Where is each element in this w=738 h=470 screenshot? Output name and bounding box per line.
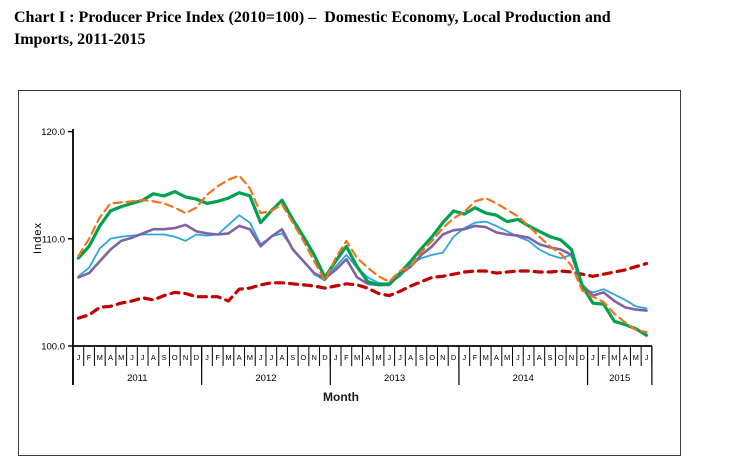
month-label: N xyxy=(183,353,188,362)
month-label: S xyxy=(548,353,553,362)
year-label: 2014 xyxy=(513,373,534,384)
month-label: F xyxy=(473,353,478,362)
month-label: N xyxy=(311,353,316,362)
month-label: J xyxy=(387,353,391,362)
y-axis-title: Index xyxy=(32,222,44,254)
month-label: J xyxy=(334,353,338,362)
month-label: O xyxy=(429,353,435,362)
month-label: M xyxy=(247,353,253,362)
month-label: J xyxy=(398,353,402,362)
month-label: M xyxy=(611,353,617,362)
month-label: F xyxy=(87,353,92,362)
month-label: J xyxy=(527,353,531,362)
month-label: J xyxy=(76,353,80,362)
month-label: J xyxy=(205,353,209,362)
month-label: M xyxy=(97,353,103,362)
month-label: A xyxy=(108,353,113,362)
month-label: N xyxy=(569,353,574,362)
x-axis-title: Month xyxy=(323,390,359,404)
month-label: M xyxy=(375,353,381,362)
month-label: D xyxy=(451,353,457,362)
month-label: J xyxy=(516,353,520,362)
month-label: M xyxy=(225,353,231,362)
month-label: O xyxy=(301,353,307,362)
month-label: S xyxy=(290,353,295,362)
month-label: M xyxy=(633,353,639,362)
month-label: D xyxy=(322,353,328,362)
month-label: J xyxy=(591,353,595,362)
y-tick-label: 100.0 xyxy=(41,342,65,353)
month-label: A xyxy=(151,353,156,362)
month-label: N xyxy=(440,353,445,362)
month-label: J xyxy=(269,353,273,362)
year-label: 2015 xyxy=(609,373,630,384)
month-label: D xyxy=(194,353,200,362)
month-label: A xyxy=(365,353,370,362)
month-label: S xyxy=(419,353,424,362)
y-tick-label: 110.0 xyxy=(42,234,65,245)
year-label: 2013 xyxy=(384,373,405,384)
month-label: J xyxy=(259,353,263,362)
month-label: F xyxy=(601,353,606,362)
y-tick-label: 120.0 xyxy=(41,127,65,138)
month-label: D xyxy=(579,353,585,362)
month-label: J xyxy=(130,353,134,362)
series-line-domestic-economy-seasonally-adjusted xyxy=(77,223,648,312)
month-label: A xyxy=(537,353,542,362)
month-label: A xyxy=(280,353,285,362)
series-line-local-production-seasonally-adjusted xyxy=(76,189,649,337)
month-label: F xyxy=(344,353,349,362)
month-label: A xyxy=(237,353,242,362)
chart-title-line1: Chart I : Producer Price Index (2010=100… xyxy=(14,9,611,26)
year-label: 2012 xyxy=(255,373,276,384)
chart-title: Chart I : Producer Price Index (2010=100… xyxy=(14,7,726,50)
chart-frame: 100.0 110.0 120.0 Index J F M A M J J A S O N D J F M A M J J A… xyxy=(18,90,681,456)
year-label: 2011 xyxy=(127,373,147,384)
month-label: S xyxy=(162,353,167,362)
month-label: O xyxy=(172,353,178,362)
month-label: M xyxy=(118,353,124,362)
chart-title-line2: Imports, 2011-2015 xyxy=(14,30,146,48)
series-line-local-production xyxy=(77,174,648,334)
month-label: A xyxy=(494,353,499,362)
month-label: F xyxy=(215,353,220,362)
month-label: J xyxy=(645,353,649,362)
month-label: A xyxy=(408,353,413,362)
month-label: M xyxy=(483,353,489,362)
month-label: J xyxy=(462,353,466,362)
month-label: J xyxy=(141,353,145,362)
series-line-import xyxy=(76,261,649,320)
month-label: M xyxy=(504,353,510,362)
month-label: O xyxy=(558,353,564,362)
month-label: A xyxy=(623,353,628,362)
month-label: M xyxy=(354,353,360,362)
